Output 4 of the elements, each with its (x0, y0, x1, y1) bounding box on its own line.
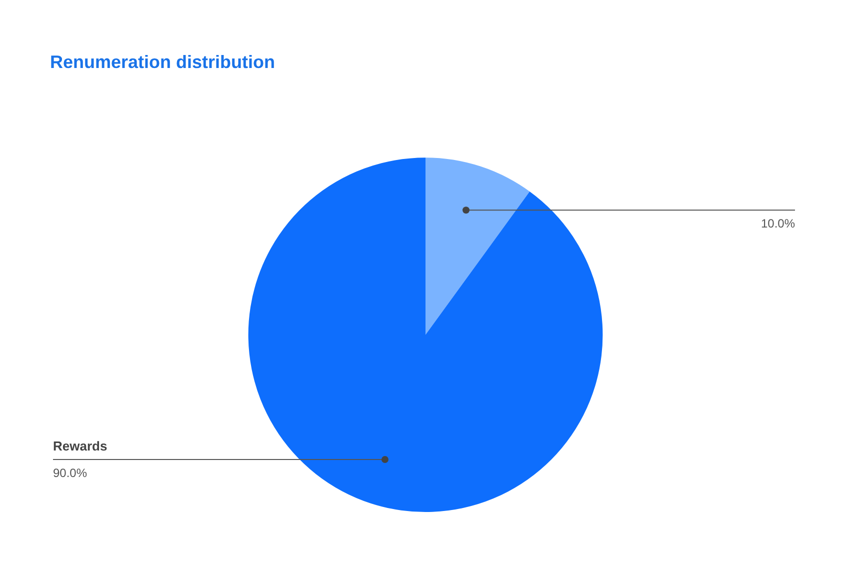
data-label: 90.0% (53, 466, 88, 480)
slice-label: Rewards (53, 438, 108, 454)
data-label: 10.0% (760, 216, 796, 230)
chart-title: Renumeration distribution (50, 52, 275, 72)
